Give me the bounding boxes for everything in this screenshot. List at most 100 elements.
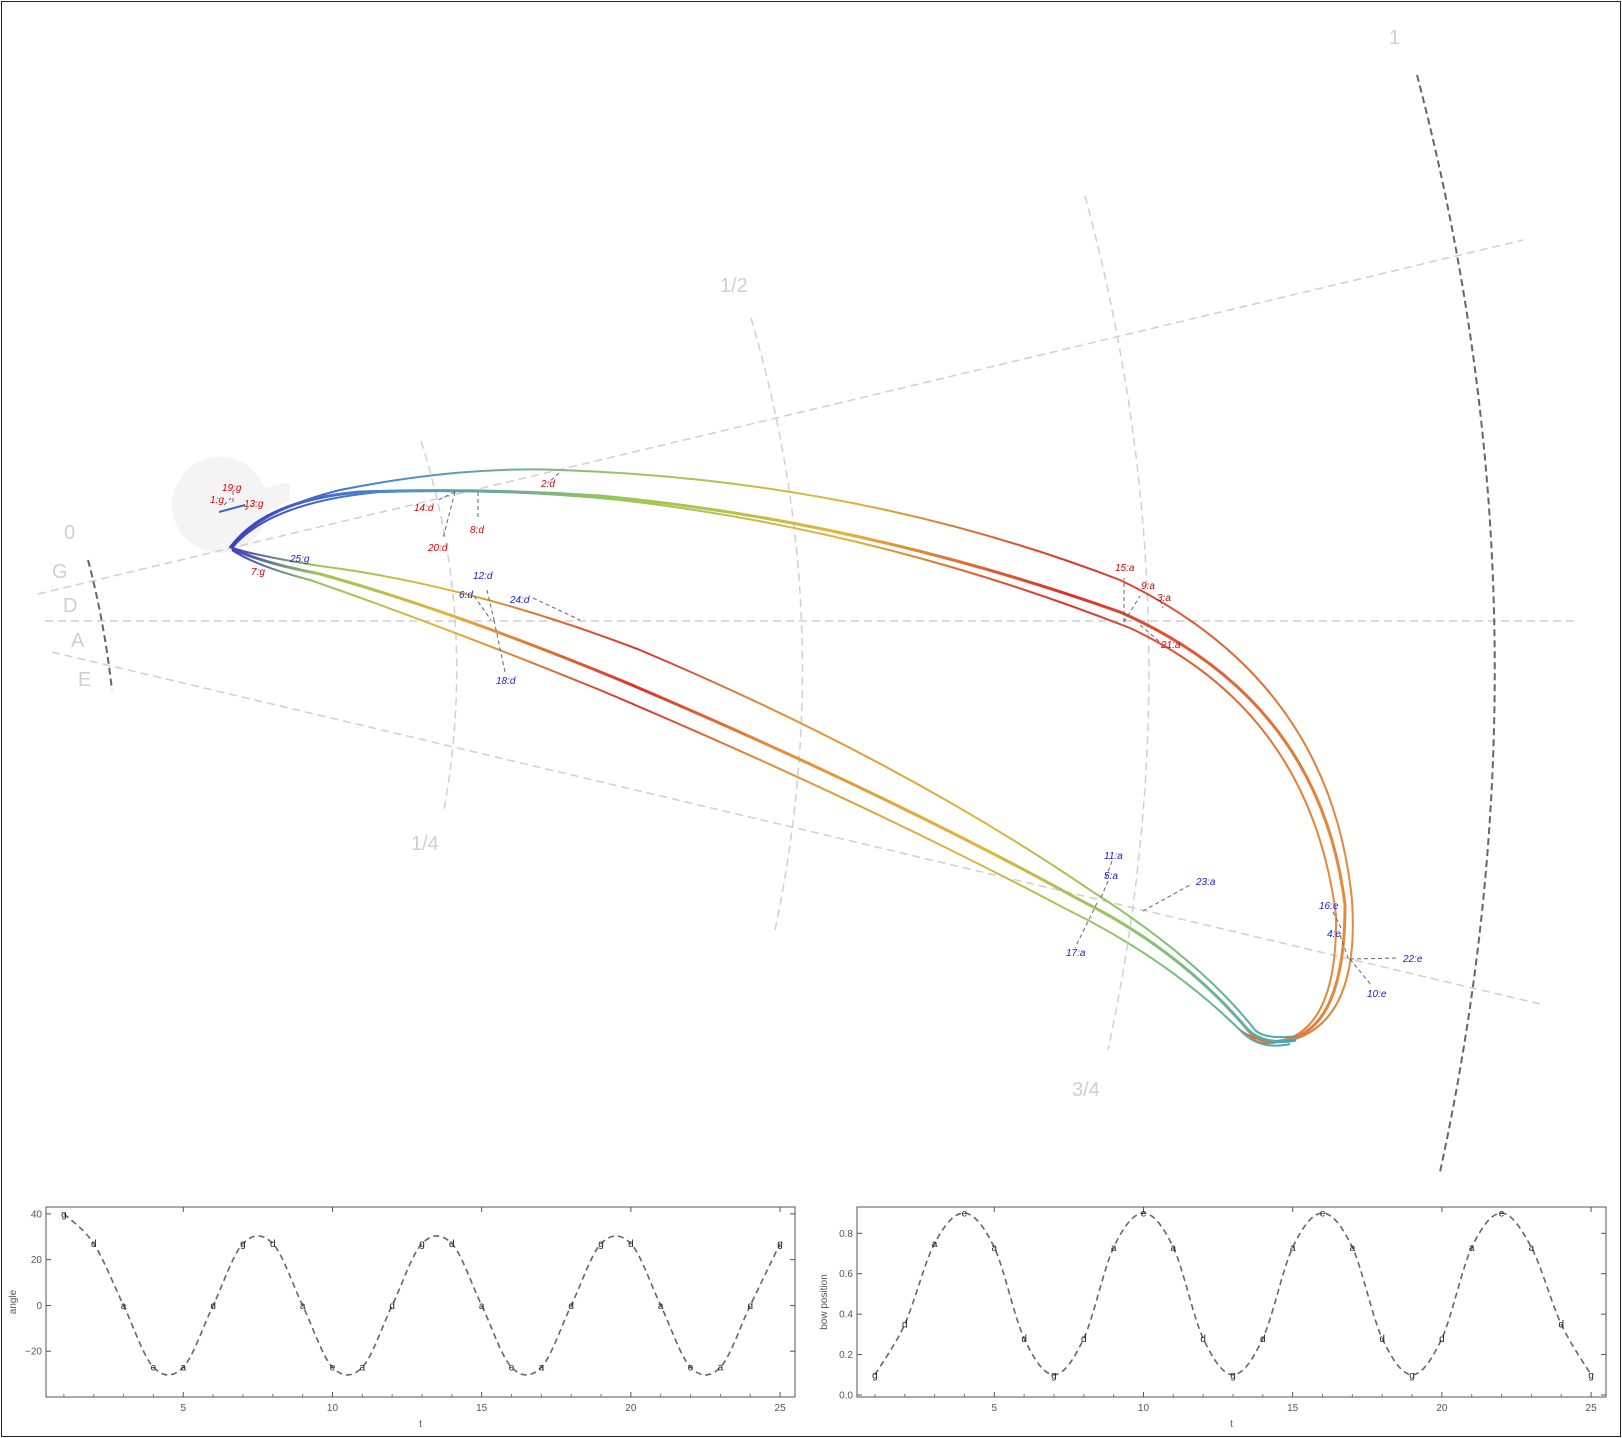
leader-21 (1139, 624, 1161, 643)
point-label: a (1469, 1243, 1475, 1254)
segment-label-13: 13:g (244, 499, 264, 510)
point-label: a (1111, 1243, 1117, 1254)
fraction-label-three-quarter: 3/4 (1072, 1079, 1100, 1101)
segment-label-11: 11:a (1104, 851, 1123, 862)
point-label: g (1051, 1370, 1057, 1381)
segment-label-3: 3:a (1157, 593, 1171, 604)
segment-label-9: 9:a (1141, 581, 1155, 592)
point-label: g (1409, 1370, 1415, 1381)
string-reference-line-lower (51, 651, 1541, 1005)
point-label: e (509, 1363, 515, 1374)
trajectory-lower-outer (231, 547, 1299, 1039)
y-axis-label: bow position (819, 1274, 830, 1330)
point-label: d (1200, 1334, 1206, 1345)
point-label: a (360, 1363, 366, 1374)
x-tick-label: 15 (1287, 1403, 1299, 1414)
x-tick-label: 10 (327, 1403, 339, 1414)
point-label: d (1558, 1320, 1564, 1331)
segment-label-24: 24:d (509, 595, 530, 606)
segment-label-12: 12:d (473, 571, 493, 582)
y-tick-label: −20 (25, 1347, 42, 1358)
trajectory-upper-middle (228, 489, 1347, 1044)
leader-3 (1159, 599, 1164, 609)
y-tick-label: 0.4 (839, 1310, 853, 1321)
point-label: e (151, 1363, 157, 1374)
fraction-label-zero: 0 (64, 522, 75, 544)
point-label: g (61, 1209, 67, 1220)
segment-label-1: 1:g (210, 495, 224, 506)
leader-16 (1332, 911, 1343, 931)
series-line (874, 1212, 1592, 1376)
point-label: d (389, 1301, 395, 1312)
segment-label-18: 18:d (496, 676, 516, 687)
point-label: d (902, 1320, 908, 1331)
leader-23 (1142, 884, 1191, 912)
point-label: d (270, 1239, 276, 1250)
point-label: g (598, 1239, 604, 1250)
point-label: a (180, 1363, 186, 1374)
point-label: d (568, 1301, 574, 1312)
segment-label-5: 5:a (1104, 871, 1118, 882)
point-label: d (449, 1239, 455, 1250)
y-tick-label: 0.0 (839, 1390, 853, 1401)
point-label: g (1230, 1370, 1236, 1381)
x-tick-label: 20 (1436, 1403, 1448, 1414)
x-tick-label: 5 (180, 1403, 186, 1414)
leader-22 (1349, 957, 1399, 960)
point-label: d (747, 1301, 753, 1312)
leader-18 (493, 619, 506, 673)
point-label: g (419, 1239, 425, 1250)
segment-label-4: 4:e (1327, 929, 1341, 940)
point-label: d (1081, 1334, 1087, 1345)
leader-20 (442, 491, 456, 539)
leader-13 (244, 504, 253, 511)
x-tick-label: 20 (625, 1403, 637, 1414)
point-label: a (539, 1363, 545, 1374)
leader-1 (223, 497, 232, 506)
y-tick-label: 0.8 (839, 1229, 853, 1240)
y-tick-label: 0.2 (839, 1350, 853, 1361)
point-label: d (628, 1239, 634, 1250)
arc-quarter (420, 440, 458, 811)
segment-label-2: 2:d (540, 479, 555, 490)
frog-stem (255, 482, 290, 515)
plot-frame (45, 1206, 796, 1398)
string-reference-line-upper (37, 239, 1524, 595)
segment-label-8: 8:d (470, 525, 484, 536)
leader-10 (1349, 958, 1373, 987)
x-axis-label: t (1230, 1419, 1233, 1430)
leader-12 (486, 589, 495, 621)
point-label: g (1588, 1370, 1594, 1381)
point-label: d (91, 1239, 97, 1250)
point-label: a (932, 1239, 938, 1250)
string-label-g: G (52, 561, 68, 583)
segment-label-7: 7:g (251, 567, 265, 578)
point-label: e (1499, 1209, 1505, 1220)
point-label: e (330, 1363, 336, 1374)
point-label: e (688, 1363, 694, 1374)
point-label: a (658, 1301, 664, 1312)
bow-trajectory-curves (218, 468, 1354, 1047)
fraction-label-quarter: 1/4 (411, 833, 439, 855)
leader-11 (1104, 860, 1113, 881)
bow-position-chart: 5 10 15 20 25 0.8 0.6 0.4 0.2 0.0 t bow position g d a… (819, 1206, 1607, 1430)
point-label: a (1350, 1243, 1356, 1254)
leader-2 (547, 472, 560, 484)
plot-frame (856, 1206, 1607, 1398)
segment-label-22: 22:e (1402, 954, 1423, 965)
segment-label-leaders (223, 472, 1399, 987)
point-label: a (479, 1301, 485, 1312)
y-tick-label: 20 (31, 1255, 43, 1266)
segment-label-19: 19:g (222, 483, 242, 494)
string-label-a: A (71, 630, 85, 652)
x-axis-label: t (419, 1419, 422, 1430)
x-tick-label: 10 (1138, 1403, 1150, 1414)
leader-14 (437, 491, 456, 501)
point-label: e (1141, 1209, 1147, 1220)
segment-label-16: 16:e (1319, 901, 1339, 912)
segment-label-21: 21:a (1160, 640, 1181, 651)
leader-5 (1099, 880, 1109, 901)
x-tick-label: 25 (775, 1403, 787, 1414)
leader-6 (473, 595, 492, 621)
